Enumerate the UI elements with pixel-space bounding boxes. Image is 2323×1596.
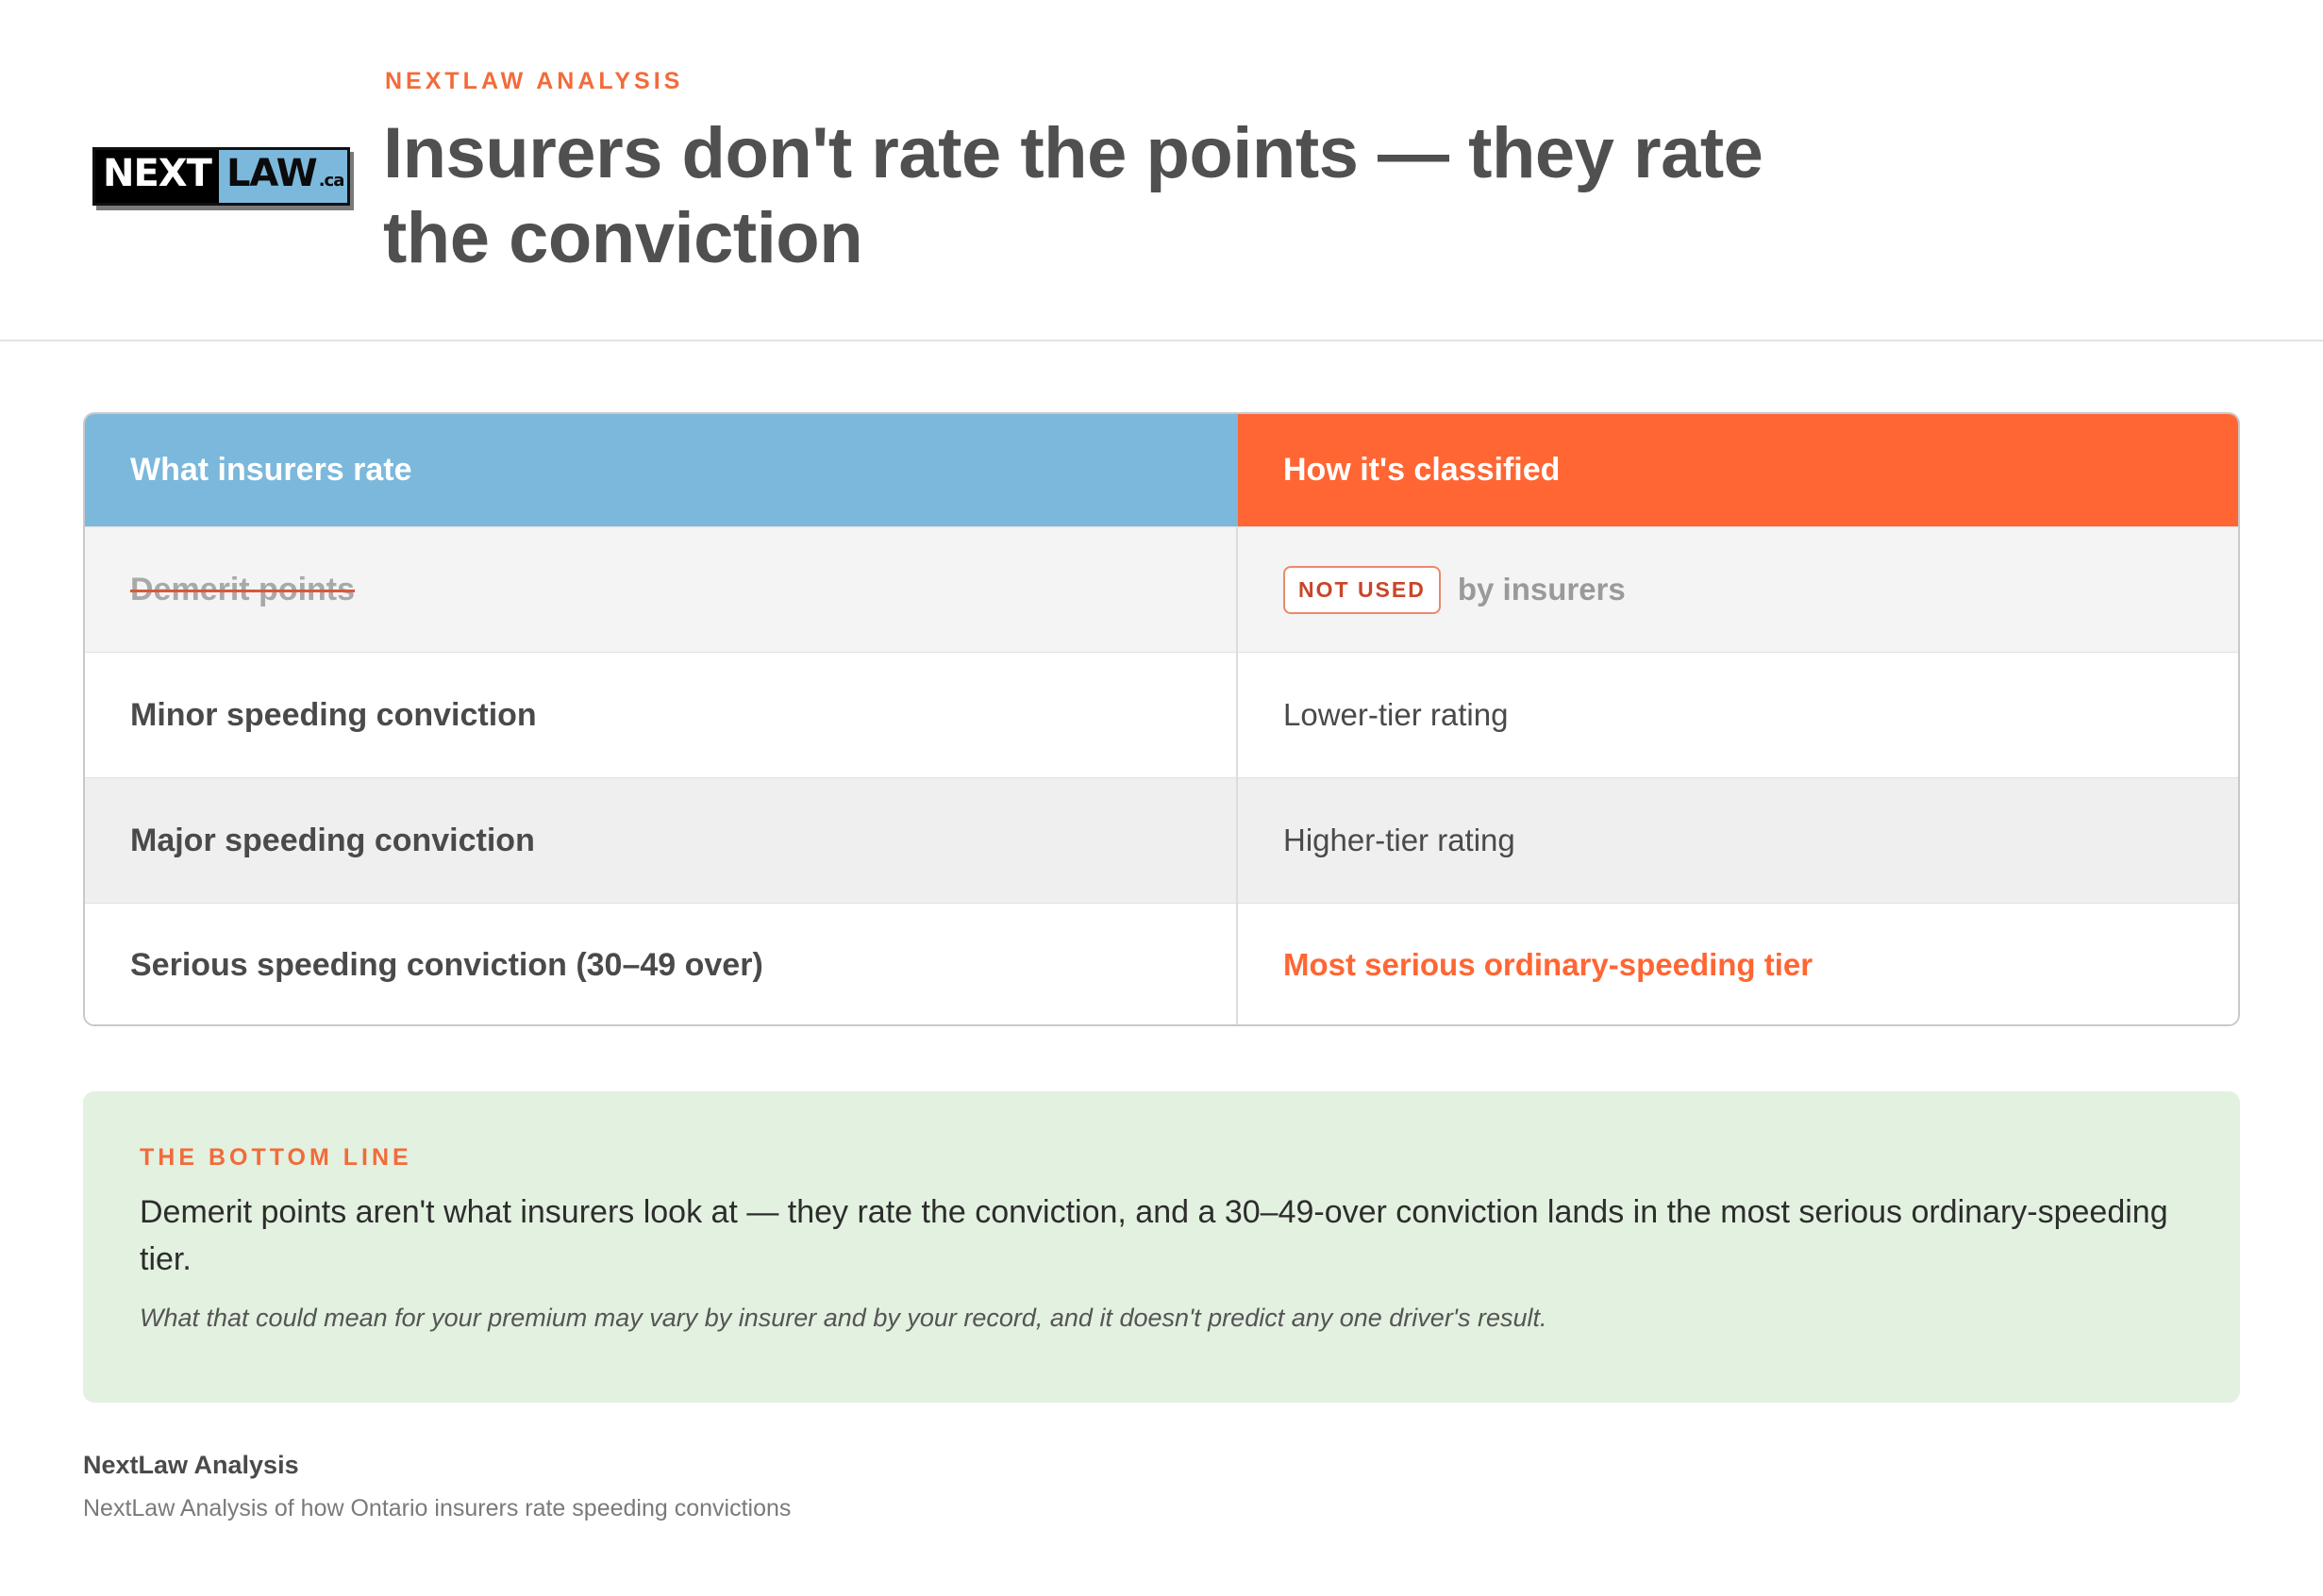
row-value-highlight: Most serious ordinary-speeding tier (1283, 947, 1813, 982)
row-value-cell: Most serious ordinary-speeding tier (1238, 904, 2238, 1024)
bottom-line-disclaimer: What that could mean for your premium ma… (140, 1304, 1547, 1332)
column-header-label: What insurers rate (130, 452, 412, 488)
page-footer: NextLaw Analysis NextLaw Analysis of how… (83, 1451, 791, 1522)
column-header-what-insurers-rate: What insurers rate (85, 414, 1238, 526)
row-value-cell: NOT USED by insurers (1238, 527, 2238, 652)
table-row: Major speeding conviction Higher-tier ra… (85, 777, 2238, 903)
row-value: by insurers (1457, 572, 1626, 607)
row-label-cell: Minor speeding conviction (85, 653, 1238, 777)
row-label: Minor speeding conviction (130, 696, 537, 733)
page-header: NEXT LAW .ca NEXTLAW ANALYSIS Insurers do… (0, 0, 2323, 341)
row-value-cell: Higher-tier rating (1238, 778, 2238, 903)
bottom-line-summary: Demerit points aren't what insurers look… (140, 1194, 2168, 1277)
logo-law-text: LAW .ca (218, 150, 348, 203)
footer-source-title: NextLaw Analysis (83, 1451, 299, 1479)
nextlaw-logo: NEXT LAW .ca (92, 147, 351, 206)
row-label: Serious speeding conviction (30–49 over) (130, 946, 763, 983)
bottom-line-kicker: THE BOTTOM LINE (140, 1144, 412, 1171)
row-value-cell: Lower-tier rating (1238, 653, 2238, 777)
row-value: Lower-tier rating (1283, 697, 1509, 732)
logo-domain-suffix: .ca (318, 171, 345, 191)
table-row: Minor speeding conviction Lower-tier rat… (85, 652, 2238, 777)
table-header-row: What insurers rate How it's classified (85, 414, 2238, 526)
comparison-table: What insurers rate How it's classified D… (83, 412, 2240, 1026)
column-header-classification: How it's classified (1238, 414, 2238, 526)
row-label-cell: Demerit points (85, 527, 1238, 652)
table-row: Demerit points NOT USED by insurers (85, 526, 2238, 652)
row-value: Higher-tier rating (1283, 823, 1515, 857)
row-label-cell: Major speeding conviction (85, 778, 1238, 903)
row-label: Demerit points (130, 571, 356, 607)
column-header-label: How it's classified (1283, 452, 1561, 488)
not-used-badge: NOT USED (1283, 565, 1441, 614)
header-kicker: NEXTLAW ANALYSIS (385, 68, 684, 94)
bottom-line-callout: THE BOTTOM LINE Demerit points aren't wh… (83, 1091, 2240, 1403)
logo-next-text: NEXT (95, 150, 219, 203)
row-label: Major speeding conviction (130, 822, 535, 858)
page-title: Insurers don't rate the points — they ra… (383, 113, 1763, 278)
footer-source-description: NextLaw Analysis of how Ontario insurers… (83, 1495, 792, 1521)
row-label-cell: Serious speeding conviction (30–49 over) (85, 904, 1238, 1024)
table-row: Serious speeding conviction (30–49 over)… (85, 903, 2238, 1024)
logo-law-word: LAW (226, 152, 318, 195)
